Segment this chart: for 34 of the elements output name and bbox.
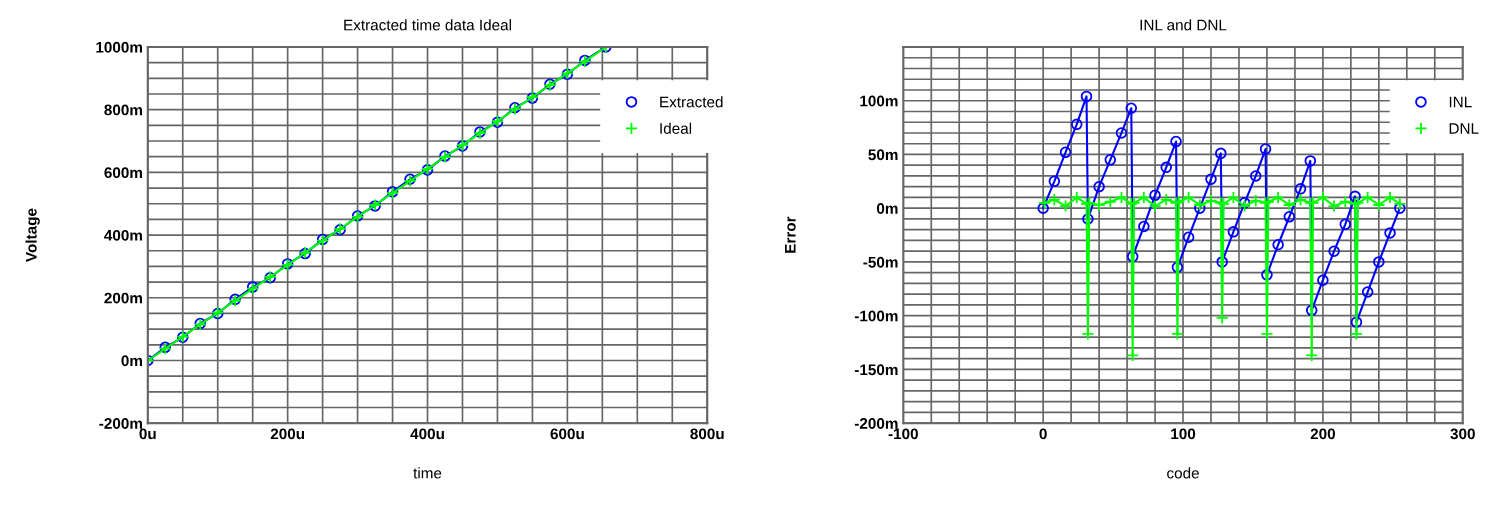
legend-label: DNL: [1449, 123, 1479, 134]
x-tick-label: 0: [1039, 428, 1047, 440]
y-tick-label: 400m: [104, 229, 142, 241]
y-tick-label: -50m: [863, 256, 898, 268]
x-tick-label: 800u: [690, 428, 724, 440]
x-tick-label: 0u: [139, 428, 156, 440]
y-tick-label: -150m: [854, 364, 898, 376]
chart-title: INL and DNL: [1140, 19, 1227, 31]
y-tick-label: 50m: [868, 149, 898, 161]
y-tick-label: 600m: [104, 167, 142, 179]
y-tick-label: 0m: [876, 203, 898, 214]
y-tick-label: -200m: [854, 418, 898, 429]
legend-label: INL: [1449, 96, 1472, 108]
x-tick-label: 100: [1171, 428, 1196, 440]
x-axis-title: code: [1167, 467, 1199, 479]
y-tick-label: -200m: [99, 418, 142, 429]
y-tick-label: 1000m: [96, 41, 142, 53]
legend-label: Ideal: [660, 122, 692, 134]
x-tick-label: -100: [888, 428, 918, 440]
x-tick-label: 300: [1450, 428, 1475, 440]
y-tick-label: 0m: [121, 355, 142, 367]
x-tick-label: 200: [1310, 428, 1336, 440]
y-axis-title: Error: [785, 216, 796, 253]
chart-title: Extracted time data Ideal: [344, 19, 511, 31]
x-tick-label: 400u: [410, 428, 444, 440]
y-tick-label: 800m: [104, 104, 142, 116]
x-tick-label: 200u: [270, 428, 305, 440]
y-axis-title: Voltage: [25, 208, 40, 262]
y-tick-label: 200m: [104, 292, 142, 304]
x-axis-title: time: [413, 467, 442, 479]
legend-label: Extracted: [660, 96, 723, 108]
y-tick-label: 100m: [860, 95, 898, 107]
x-tick-label: 600u: [550, 428, 584, 440]
y-tick-label: -100m: [854, 310, 898, 322]
